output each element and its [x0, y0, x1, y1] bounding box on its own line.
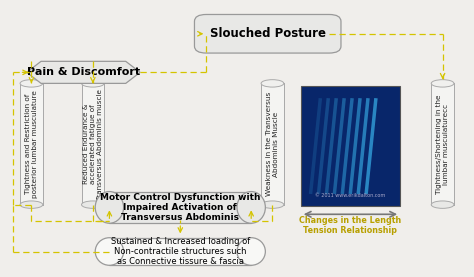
Text: Tightness/Shortening in the
lumbar musculaturecc: Tightness/Shortening in the lumbar muscu…	[436, 94, 449, 194]
Text: Changes in the Length
Tension Relationship: Changes in the Length Tension Relationsh…	[299, 216, 401, 235]
Ellipse shape	[237, 192, 265, 223]
Text: Weakness in the Transversus
Abdominis Muscle: Weakness in the Transversus Abdominis Mu…	[266, 92, 279, 196]
Text: Sustained & Increased loading of
Non-contractile structures such
as Connective t: Sustained & Increased loading of Non-con…	[110, 237, 250, 266]
Ellipse shape	[261, 80, 284, 87]
Text: Pain & Discomfort: Pain & Discomfort	[27, 67, 140, 77]
Bar	[261, 83, 284, 205]
Ellipse shape	[237, 238, 265, 265]
Ellipse shape	[95, 192, 124, 223]
Bar	[431, 83, 454, 205]
Ellipse shape	[20, 201, 43, 208]
Bar	[301, 86, 400, 206]
Bar	[20, 83, 43, 205]
Text: Tightness and Restriction of
posterior lumbar musculature: Tightness and Restriction of posterior l…	[25, 90, 38, 198]
Text: Slouched Posture: Slouched Posture	[210, 27, 326, 40]
Text: Motor Control Dysfunction with
Impaired Activation of
Transversus Abdominis: Motor Control Dysfunction with Impaired …	[100, 193, 261, 222]
Bar	[109, 238, 251, 265]
FancyBboxPatch shape	[194, 14, 341, 53]
Ellipse shape	[431, 80, 454, 87]
Ellipse shape	[95, 238, 124, 265]
Ellipse shape	[261, 201, 284, 208]
Bar	[82, 83, 104, 205]
Ellipse shape	[20, 80, 43, 87]
Ellipse shape	[82, 201, 104, 208]
Ellipse shape	[431, 201, 454, 208]
Polygon shape	[27, 61, 140, 83]
Text: Reduced Endurance &
accelerated fatigue of
Transversus Abdominis muscle: Reduced Endurance & accelerated fatigue …	[83, 89, 103, 199]
Ellipse shape	[82, 80, 104, 87]
Bar	[109, 192, 251, 223]
Text: © 2011 www.erikdalton.com: © 2011 www.erikdalton.com	[315, 193, 385, 198]
